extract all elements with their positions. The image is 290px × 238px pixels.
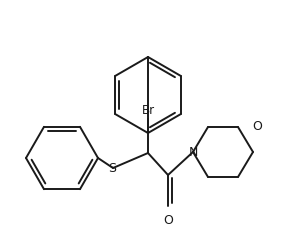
Text: O: O (163, 214, 173, 227)
Text: O: O (252, 120, 262, 134)
Text: N: N (188, 145, 198, 159)
Text: S: S (108, 163, 116, 175)
Text: Br: Br (142, 104, 155, 117)
